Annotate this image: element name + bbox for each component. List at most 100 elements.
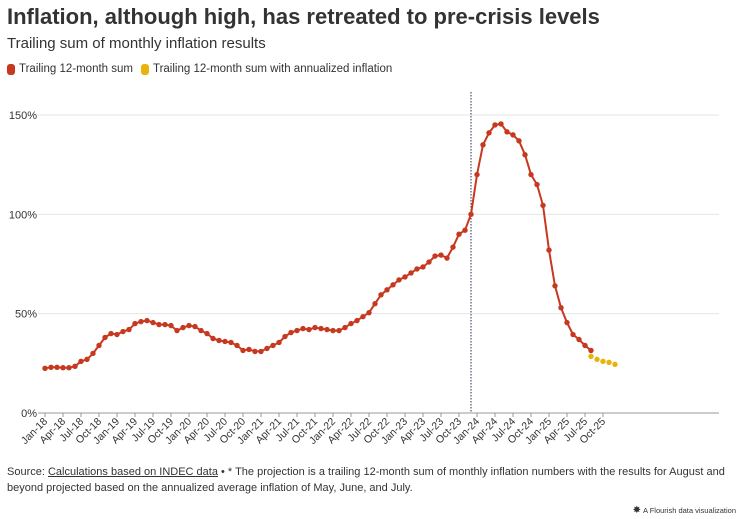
data-point-trailing-sum [420,264,426,270]
data-point-trailing-sum [312,324,318,331]
data-point-trailing-sum [174,327,180,334]
data-point-trailing-sum [426,259,432,265]
data-point-trailing-sum [288,329,294,336]
data-point-trailing-sum [90,350,96,357]
data-point-trailing-sum [450,244,456,250]
data-point-trailing-sum [102,334,108,341]
data-point-trailing-sum [330,327,336,334]
data-point-trailing-sum [456,231,462,237]
data-point-trailing-sum [276,339,282,346]
data-point-annualized [588,353,594,360]
data-point-trailing-sum [402,274,408,280]
flourish-logo-icon: ✸ [632,505,642,516]
data-point-trailing-sum [510,132,516,138]
data-point-trailing-sum [180,324,186,331]
data-point-trailing-sum [144,317,150,324]
series-line-trailing-sum [44,122,592,370]
data-point-trailing-sum [318,325,324,332]
data-point-trailing-sum [588,347,594,354]
data-point-trailing-sum [186,322,192,329]
data-point-trailing-sum [306,326,312,333]
data-point-trailing-sum [576,336,582,343]
data-point-trailing-sum [78,358,84,365]
data-point-trailing-sum [96,342,102,349]
data-point-trailing-sum [258,348,264,355]
data-point-annualized [612,361,618,368]
data-point-trailing-sum [324,326,330,333]
data-point-trailing-sum [48,364,54,371]
data-point-trailing-sum [582,342,588,349]
data-point-trailing-sum [504,129,510,135]
flourish-credit[interactable]: ✸ A Flourish data visualization [633,505,736,516]
data-point-trailing-sum [156,321,162,328]
legend: Trailing 12-month sum Trailing 12-month … [7,63,400,75]
data-point-trailing-sum [114,331,120,338]
data-point-trailing-sum [564,319,570,326]
data-point-trailing-sum [108,330,114,337]
data-point-trailing-sum [432,253,438,259]
data-point-annualized [594,356,600,363]
line-chart: 0%50%100%150%Jan-18Apr-18Jul-18Oct-18Jan… [9,92,719,447]
y-tick-label: 100% [9,209,37,221]
data-point-trailing-sum [66,365,72,371]
legend-label-trailing-sum: Trailing 12-month sum [19,63,133,75]
data-point-trailing-sum [486,130,492,136]
source-label: Source: [7,466,45,478]
data-point-trailing-sum [132,320,138,327]
data-point-trailing-sum [168,322,174,329]
data-point-annualized [606,359,612,366]
data-point-trailing-sum [270,342,276,349]
data-point-trailing-sum [378,292,384,298]
data-point-trailing-sum [234,342,240,349]
data-point-trailing-sum [408,270,414,276]
data-point-trailing-sum [534,181,540,188]
data-point-trailing-sum [474,171,480,178]
data-point-trailing-sum [516,138,522,144]
data-point-trailing-sum [498,121,504,127]
data-point-trailing-sum [162,321,168,328]
data-point-trailing-sum [354,317,360,324]
data-point-trailing-sum [240,347,246,354]
data-point-trailing-sum [300,325,306,332]
data-point-annualized [600,358,606,365]
legend-item-trailing-sum[interactable]: Trailing 12-month sum [7,63,133,75]
data-point-trailing-sum [246,346,252,353]
data-point-trailing-sum [204,330,210,337]
data-point-trailing-sum [546,247,552,253]
data-point-trailing-sum [480,142,486,148]
data-point-trailing-sum [72,363,78,370]
data-point-trailing-sum [228,339,234,346]
data-point-trailing-sum [522,152,528,158]
data-point-trailing-sum [492,122,498,128]
data-point-trailing-sum [336,327,342,334]
data-point-trailing-sum [150,319,156,326]
data-point-trailing-sum [222,338,228,345]
footer-note: Source: Calculations based on INDEC data… [7,464,735,496]
data-point-trailing-sum [570,331,576,338]
y-tick-label: 0% [21,408,37,420]
data-point-trailing-sum [438,252,444,258]
data-point-trailing-sum [372,301,378,307]
data-point-trailing-sum [216,337,222,344]
data-point-trailing-sum [462,227,468,233]
data-point-trailing-sum [210,335,216,342]
legend-swatch-trailing-sum [7,63,15,75]
data-point-trailing-sum [348,320,354,327]
data-point-trailing-sum [342,324,348,331]
data-point-trailing-sum [396,277,402,283]
legend-item-annualized[interactable]: Trailing 12-month sum with annualized in… [140,63,392,75]
chart-title: Inflation, although high, has retreated … [7,4,600,29]
data-point-trailing-sum [126,326,132,333]
data-point-trailing-sum [60,365,66,371]
data-point-trailing-sum [42,365,48,371]
data-point-trailing-sum [552,283,558,289]
data-point-trailing-sum [468,211,474,218]
source-link[interactable]: Calculations based on INDEC data [47,466,218,478]
footnote-text: • * The projection is a trailing 12-mont… [7,466,725,494]
data-point-trailing-sum [198,327,204,334]
data-point-trailing-sum [444,255,450,261]
data-point-trailing-sum [138,318,144,325]
data-point-trailing-sum [282,333,288,340]
data-point-trailing-sum [390,282,396,288]
data-point-trailing-sum [84,356,90,363]
